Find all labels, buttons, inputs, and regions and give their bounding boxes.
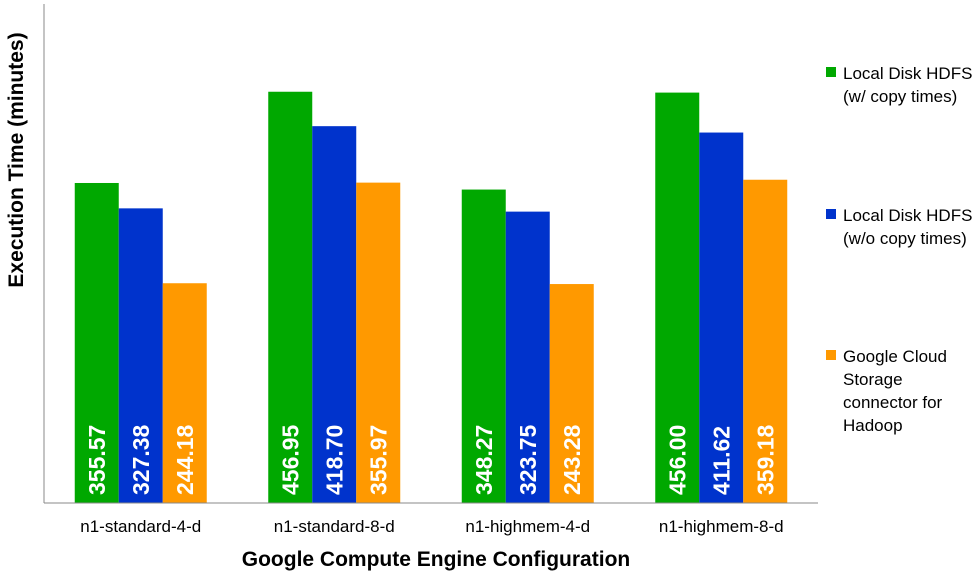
bar-n1-standard-4-d-series-3	[162, 283, 207, 503]
data-label-n1-standard-4-d-series-2: 327.38	[128, 424, 154, 495]
data-label-n1-highmem-4-d-series-1: 348.27	[471, 425, 497, 495]
data-label-n1-highmem-4-d-series-2: 323.75	[515, 424, 541, 495]
bar-n1-standard-4-d-series-1	[74, 182, 119, 503]
legend-label: Local Disk HDFS (w/o copy times)	[843, 206, 973, 248]
bar-n1-highmem-8-d-series-2	[699, 132, 744, 504]
legend-swatch	[826, 67, 836, 77]
x-axis-title: Google Compute Engine Configuration	[242, 548, 630, 571]
x-tick-label: n1-highmem-8-d	[659, 517, 784, 536]
legend-swatch	[826, 209, 836, 219]
data-label-n1-standard-4-d-series-1: 355.57	[84, 425, 110, 495]
data-label-n1-highmem-4-d-series-3: 243.28	[559, 424, 585, 495]
data-label-n1-standard-8-d-series-3: 355.97	[365, 425, 391, 495]
x-tick-label: n1-standard-8-d	[274, 517, 395, 536]
bar-n1-standard-8-d-series-2	[312, 126, 357, 504]
data-label-n1-highmem-8-d-series-3: 359.18	[752, 424, 778, 495]
data-labels-layer: 355.57 327.38 244.18 456.95 418.70 355.97 348.…	[84, 424, 779, 495]
bar-n1-standard-4-d-series-2	[118, 208, 163, 503]
data-label-n1-standard-8-d-series-2: 418.70	[321, 425, 347, 495]
legend-swatch	[826, 350, 836, 360]
data-label-n1-standard-8-d-series-1: 456.95	[277, 424, 303, 495]
y-axis-title: Execution Time (minutes)	[5, 32, 28, 287]
legend-label: Local Disk HDFS (w/ copy times)	[843, 64, 973, 106]
bars-layer	[74, 91, 788, 504]
bar-n1-highmem-8-d-series-1	[655, 92, 700, 503]
bar-n1-highmem-4-d-series-3	[549, 284, 594, 503]
bar-n1-highmem-4-d-series-2	[505, 211, 550, 503]
x-tick-label: n1-highmem-4-d	[465, 517, 590, 536]
bar-n1-highmem-8-d-series-3	[743, 179, 788, 503]
bar-n1-standard-8-d-series-3	[356, 182, 401, 503]
bar-n1-standard-8-d-series-1	[268, 91, 313, 504]
data-label-n1-standard-4-d-series-3: 244.18	[172, 424, 198, 495]
legend-label: Google Cloud Storage connector for Hadoo…	[843, 347, 947, 435]
data-label-n1-highmem-8-d-series-1: 456.00	[664, 425, 690, 495]
x-ticks-layer: n1-standard-4-d n1-standard-8-d n1-highmem…	[80, 517, 783, 536]
x-tick-label: n1-standard-4-d	[80, 517, 201, 536]
bar-n1-highmem-4-d-series-1	[461, 189, 506, 503]
data-label-n1-highmem-8-d-series-2: 411.62	[708, 426, 734, 495]
